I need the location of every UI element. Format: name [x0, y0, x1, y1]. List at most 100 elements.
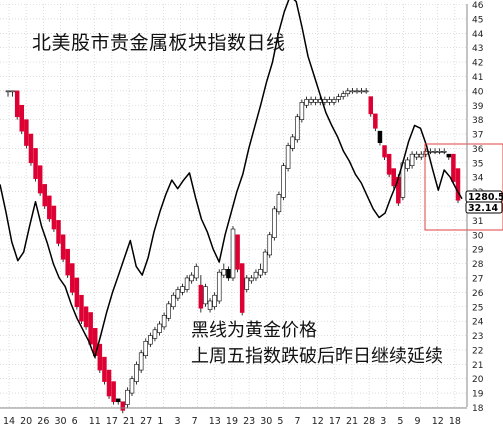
candle-body: [368, 96, 374, 115]
chart-title: 北美股市贵金属板块指数日线: [32, 32, 286, 54]
y-tick-label: 20: [472, 375, 484, 385]
candle-body: [331, 99, 337, 103]
y-tick-label: 38: [472, 116, 484, 126]
x-tick-label: 30: [54, 416, 66, 427]
candle-body: [391, 168, 396, 187]
candle-body: [285, 145, 291, 169]
y-tick-label: 25: [472, 303, 483, 313]
candle-body: [267, 234, 272, 256]
candle-body: [299, 102, 305, 120]
index-last-price-label: 1280.5: [468, 192, 503, 203]
candle-body: [226, 269, 231, 279]
y-tick-label: 37: [472, 131, 483, 141]
annotation-gold-line: 黑线为黄金价格: [191, 320, 317, 341]
candle-body: [350, 90, 355, 93]
x-tick-label: 21: [123, 416, 135, 427]
candle-body: [212, 294, 217, 308]
candle-body: [239, 263, 245, 313]
highlight-box: [424, 143, 503, 231]
candle-body: [189, 274, 194, 282]
chart-grid: [0, 4, 467, 408]
y-tick-label: 29: [472, 246, 484, 256]
candle-body: [65, 248, 70, 276]
candle-body: [74, 277, 80, 308]
y-tick-label: 28: [472, 260, 484, 270]
candle-body: [42, 184, 47, 207]
y-tick-label: 41: [472, 73, 483, 83]
candle-body: [24, 119, 29, 146]
candle-body: [373, 113, 378, 129]
y-tick-label: 26: [472, 289, 484, 299]
x-tick-label: 27: [140, 416, 152, 427]
candle-body: [157, 323, 162, 333]
candle-body: [414, 153, 419, 158]
x-tick-label: 6: [72, 416, 78, 427]
candle-body: [262, 251, 268, 273]
candle-body: [216, 271, 222, 302]
y-tick-label: 35: [472, 159, 483, 169]
candle-body: [88, 312, 93, 345]
y-tick-label: 24: [472, 318, 484, 328]
x-tick-label: 5: [397, 416, 403, 427]
candle-body: [14, 90, 20, 118]
candle-body: [336, 96, 341, 100]
candle-body: [102, 356, 107, 382]
candle-body: [161, 315, 167, 328]
y-tick-label: 36: [472, 145, 484, 155]
candle-body: [244, 277, 250, 290]
candle-body: [386, 153, 392, 175]
candle-body: [235, 234, 240, 270]
candle-body: [354, 90, 360, 93]
candle-body: [129, 378, 135, 394]
x-tick-label: 7: [295, 416, 301, 427]
candle-body: [272, 208, 277, 238]
candle-body: [28, 133, 34, 164]
y-tick-label: 39: [472, 102, 484, 112]
candle-body: [184, 277, 190, 290]
candle-body: [405, 159, 410, 169]
candle-body: [203, 286, 208, 305]
gold-price-line: [0, 0, 463, 358]
candle-body: [304, 99, 309, 106]
gold-line-path: [0, 0, 463, 358]
candle-body: [148, 335, 153, 345]
candle-body: [290, 136, 295, 149]
candle-body: [207, 300, 213, 310]
candle-body: [423, 151, 429, 155]
candle-body: [221, 269, 227, 276]
candle-body: [327, 99, 332, 103]
candle-body: [97, 343, 103, 371]
y-tick-label: 21: [472, 361, 483, 371]
x-tick-label: 23: [243, 416, 255, 427]
candle-body: [143, 340, 149, 356]
x-tick-label: 28: [363, 416, 375, 427]
y-tick-label: 40: [472, 87, 484, 97]
candle-body: [33, 148, 38, 179]
candle-body: [345, 90, 351, 95]
candle-body: [363, 90, 369, 93]
y-tick-label: 18: [472, 404, 484, 414]
gold-last-price-label-box: [465, 201, 503, 214]
candle-body: [441, 151, 447, 153]
x-tick-label: 3: [174, 416, 180, 427]
candle-body: [134, 364, 139, 382]
annotation-breakdown: 上周五指数跌破后昨日继续延续: [191, 346, 443, 367]
candle-body: [125, 389, 130, 405]
x-tick-label: 14: [3, 416, 15, 427]
candle-body: [60, 234, 66, 260]
y-tick-label: 22: [472, 346, 483, 356]
x-tick-label: 17: [329, 416, 341, 427]
x-tick-label: 9: [415, 416, 421, 427]
candle-body: [79, 294, 84, 322]
y-tick-label: 27: [472, 274, 483, 284]
gold-last-price-label: 32.14: [468, 203, 498, 214]
candle-body: [340, 93, 346, 97]
candle-body: [171, 294, 176, 308]
candle-body: [432, 151, 438, 153]
candle-body: [322, 99, 328, 103]
candle-body: [10, 90, 15, 93]
candle-body: [180, 286, 185, 293]
x-tick-label: 20: [20, 416, 32, 427]
candle-body: [253, 271, 259, 279]
last-price-labels: 1280.532.14: [465, 190, 503, 214]
